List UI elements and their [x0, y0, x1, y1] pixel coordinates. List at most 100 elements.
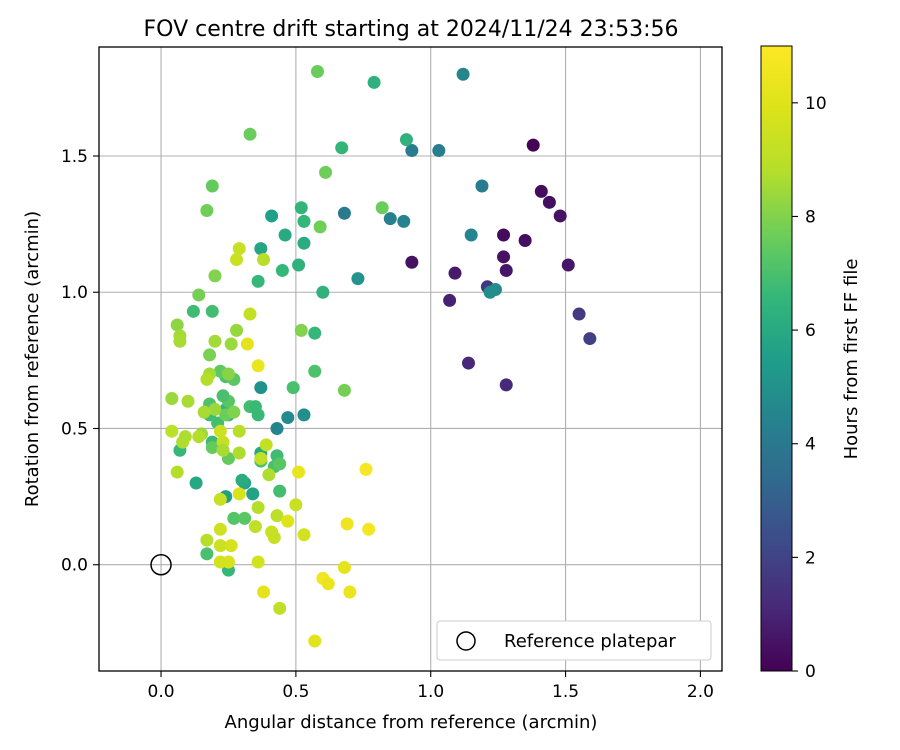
scatter-point — [362, 522, 376, 536]
scatter-point — [254, 451, 268, 465]
scatter-point — [232, 242, 246, 256]
scatter-point — [232, 424, 246, 438]
scatter-point — [561, 258, 575, 272]
scatter-point — [313, 220, 327, 234]
scatter-point — [337, 560, 351, 574]
y-axis-ticks: 0.0 0.5 1.0 1.5 — [61, 147, 99, 576]
scatter-point — [189, 476, 203, 490]
scatter-point — [176, 435, 190, 449]
scatter-point — [251, 555, 265, 569]
scatter-point — [308, 634, 322, 648]
scatter-point — [340, 517, 354, 531]
scatter-point — [197, 405, 211, 419]
scatter-point — [497, 250, 511, 264]
scatter-point — [259, 438, 273, 452]
scatter-point — [230, 323, 244, 337]
scatter-point — [265, 209, 279, 223]
colorbar-tick-label: 8 — [805, 207, 816, 227]
scatter-point — [399, 133, 413, 147]
scatter-point — [238, 511, 252, 525]
scatter-point — [351, 272, 365, 286]
scatter-point — [243, 127, 257, 141]
scatter-point — [213, 424, 227, 438]
scatter-point — [448, 266, 462, 280]
scatter-point — [205, 304, 219, 318]
x-tick-label: 0.0 — [148, 682, 175, 702]
scatter-point — [456, 67, 470, 81]
scatter-point — [213, 522, 227, 536]
scatter-point — [227, 511, 241, 525]
scatter-point — [292, 465, 306, 479]
scatter-point — [203, 348, 217, 362]
scatter-point — [337, 206, 351, 220]
scatter-point — [205, 179, 219, 193]
scatter-point — [572, 307, 586, 321]
scatter-point — [335, 141, 349, 155]
legend-reference-marker — [456, 631, 476, 651]
scatter-point — [186, 304, 200, 318]
scatter-point — [321, 577, 335, 591]
colorbar-tick-label: 0 — [805, 662, 816, 682]
scatter-point — [297, 236, 311, 250]
scatter-point — [208, 334, 222, 348]
scatter-point — [526, 138, 540, 152]
scatter-point — [165, 424, 179, 438]
scatter-point — [337, 383, 351, 397]
scatter-point — [243, 307, 257, 321]
scatter-point — [294, 323, 308, 337]
x-tick-label: 1.0 — [417, 682, 444, 702]
scatter-point — [221, 555, 235, 569]
scatter-point — [235, 473, 249, 487]
scatter-point — [251, 501, 265, 515]
scatter-point — [432, 144, 446, 158]
colorbar-tick-label: 2 — [805, 548, 816, 568]
scatter-point — [267, 530, 281, 544]
scatter-point — [397, 214, 411, 228]
legend-reference-label: Reference platepar — [504, 631, 676, 652]
scatter-point — [359, 462, 373, 476]
x-tick-label: 0.5 — [282, 682, 309, 702]
scatter-point — [297, 214, 311, 228]
colorbar-tick-label: 10 — [805, 94, 827, 114]
scatter-point — [200, 533, 214, 547]
y-tick-label: 0.5 — [61, 419, 88, 439]
scatter-point — [497, 228, 511, 242]
colorbar-tick-label: 4 — [805, 435, 816, 455]
plot-frame — [98, 46, 723, 672]
scatter-point — [170, 318, 184, 332]
scatter-point — [316, 285, 330, 299]
scatter-point — [475, 179, 489, 193]
scatter-point — [499, 263, 513, 277]
scatter-point — [251, 274, 265, 288]
scatter-point — [224, 337, 238, 351]
scatter-point — [583, 332, 597, 346]
scatter-point — [367, 75, 381, 89]
scatter-point — [464, 228, 478, 242]
scatter-point — [292, 258, 306, 272]
legend-box — [436, 620, 712, 661]
scatter-point — [192, 430, 206, 444]
chart-title: FOV centre drift starting at 2024/11/24 … — [144, 17, 679, 42]
scatter-point — [173, 334, 187, 348]
scatter-point — [224, 539, 238, 553]
scatter-point — [270, 421, 284, 435]
scatter-point — [319, 165, 333, 179]
scatter-point — [248, 520, 262, 534]
scatter-point — [200, 547, 214, 561]
scatter-point — [286, 381, 300, 395]
x-tick-label: 1.5 — [552, 682, 579, 702]
scatter-point — [443, 293, 457, 307]
scatter-point — [221, 367, 235, 381]
scatter-point — [297, 528, 311, 542]
scatter-point — [281, 411, 295, 425]
scatter-point — [246, 487, 260, 501]
scatter-point — [213, 492, 227, 506]
x-tick-label: 2.0 — [687, 682, 714, 702]
scatter-point — [170, 465, 184, 479]
colorbar — [760, 45, 793, 672]
scatter-point — [534, 184, 548, 198]
scatter-point — [254, 242, 268, 256]
scatter-point — [375, 201, 389, 215]
scatter-point — [208, 269, 222, 283]
legend: Reference platepar — [436, 620, 712, 661]
